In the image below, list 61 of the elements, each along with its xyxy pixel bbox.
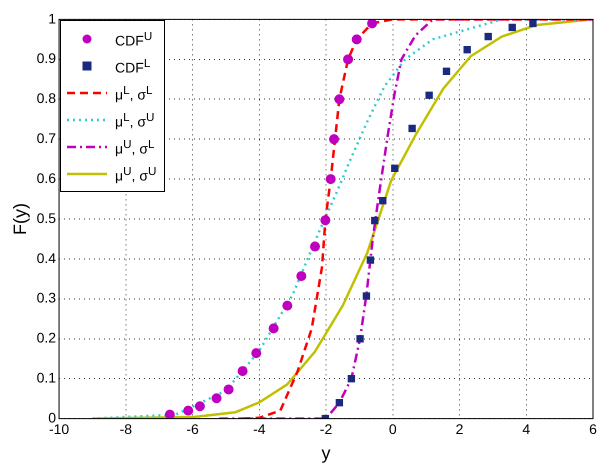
x-tick-label: -6 bbox=[186, 420, 199, 437]
point bbox=[268, 323, 279, 334]
point bbox=[212, 393, 222, 404]
point bbox=[529, 20, 537, 28]
point bbox=[408, 124, 416, 132]
legend-label: μ$^{L}$, σ$^{L}$ bbox=[115, 84, 153, 102]
point bbox=[164, 410, 175, 419]
x-tick-label: 6 bbox=[589, 420, 598, 437]
point bbox=[329, 134, 340, 144]
point bbox=[362, 292, 370, 300]
point bbox=[334, 94, 344, 104]
point bbox=[183, 406, 194, 416]
y-tick-label: 1 bbox=[48, 10, 56, 26]
y-tick-label: 0.5 bbox=[36, 210, 56, 226]
point bbox=[224, 384, 234, 394]
point bbox=[343, 54, 354, 64]
legend-label: CDF$^{L}$ bbox=[115, 56, 150, 76]
x-tick-label: -2 bbox=[320, 420, 332, 437]
point bbox=[352, 34, 362, 44]
point bbox=[371, 216, 378, 224]
y-tick-label: 0.3 bbox=[36, 290, 56, 306]
point bbox=[310, 242, 320, 252]
point bbox=[194, 401, 205, 412]
point bbox=[326, 174, 336, 184]
legend-label: μ$^{U}$, σ$^{L}$ bbox=[115, 138, 154, 156]
y-tick-label: 0.8 bbox=[36, 90, 56, 106]
x-tick-label: -4 bbox=[253, 420, 266, 437]
point bbox=[356, 335, 364, 342]
point bbox=[320, 215, 330, 226]
point bbox=[296, 271, 306, 282]
x-tick-label: -8 bbox=[120, 420, 132, 437]
y-tick-label: 0.6 bbox=[36, 170, 56, 186]
y-tick-label: 0.9 bbox=[36, 50, 56, 66]
point bbox=[348, 375, 356, 382]
point bbox=[464, 46, 471, 54]
x-axis-title: y bbox=[322, 443, 331, 464]
y-tick-label: 0.7 bbox=[36, 130, 56, 146]
point bbox=[367, 19, 378, 28]
x-tick-label: 2 bbox=[456, 420, 464, 437]
x-tick-label: 4 bbox=[522, 420, 530, 437]
point bbox=[442, 68, 450, 75]
x-tick-label: 0 bbox=[388, 420, 397, 437]
legend-label: μ$^{U}$, σ$^{U}$ bbox=[115, 164, 156, 184]
y-axis-title: F(y) bbox=[10, 203, 30, 235]
point bbox=[391, 164, 398, 172]
y-tick-label: 0.2 bbox=[36, 330, 56, 346]
point bbox=[484, 32, 492, 40]
point bbox=[251, 348, 262, 358]
point bbox=[238, 366, 248, 376]
point bbox=[366, 256, 374, 264]
legend-label: μ$^{L}$, σ$^{U}$ bbox=[115, 110, 154, 130]
line-series bbox=[91, 19, 593, 419]
point bbox=[508, 24, 516, 32]
y-tick-label: 0.4 bbox=[36, 250, 56, 266]
legend-label: CDF$^{U}$ bbox=[115, 30, 152, 48]
y-tick-label: 0.1 bbox=[36, 370, 56, 386]
point bbox=[336, 398, 344, 406]
point bbox=[425, 92, 433, 99]
point bbox=[282, 300, 292, 311]
point bbox=[379, 196, 386, 204]
y-tick-label: 0 bbox=[48, 409, 56, 426]
